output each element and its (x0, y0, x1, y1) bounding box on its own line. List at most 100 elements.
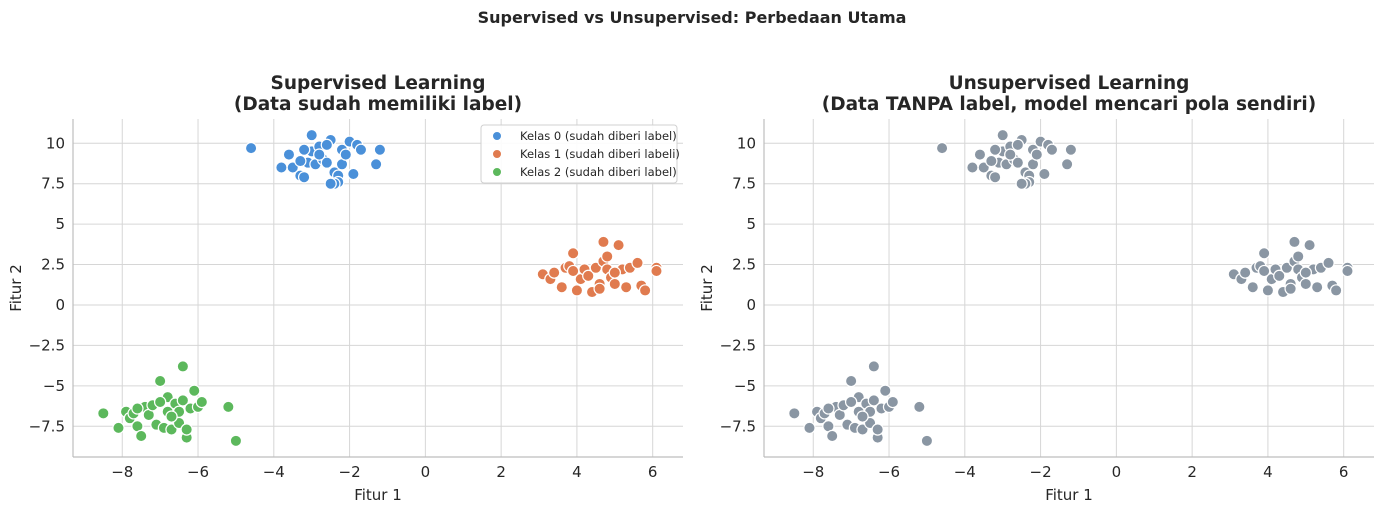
data-point (1011, 156, 1025, 169)
data-point (305, 128, 318, 142)
y-tick-label: −7.5 (29, 417, 65, 435)
legend-label: Kelas 0 (sudah diberi label) (520, 129, 677, 143)
data-point (867, 360, 881, 373)
data-point (153, 374, 167, 388)
x-tick-label: 0 (421, 463, 431, 481)
y-axis-label: Fitur 2 (698, 264, 716, 312)
data-point (601, 250, 614, 263)
data-point (788, 407, 801, 420)
data-point (582, 269, 595, 283)
data-point (935, 141, 949, 155)
data-point (1299, 266, 1313, 279)
x-tick-label: −6 (187, 463, 209, 481)
x-tick-label: −8 (111, 463, 133, 481)
legend: Kelas 0 (sudah diberi label) Kelas 1 (sud… (480, 124, 680, 184)
data-point (996, 128, 1009, 142)
data-point (297, 143, 311, 156)
data-point (867, 394, 881, 407)
x-axis-label: Fitur 1 (354, 486, 402, 504)
data-point (973, 148, 987, 161)
data-point (294, 154, 307, 168)
x-tick-label: 0 (1112, 463, 1122, 481)
data-point (570, 284, 584, 297)
data-point (825, 429, 839, 443)
x-tick-label: −2 (1030, 463, 1052, 481)
legend-marker (492, 131, 502, 141)
x-tick-label: −4 (263, 463, 285, 481)
data-point (650, 264, 663, 278)
data-point (920, 434, 934, 448)
legend-marker (492, 167, 502, 177)
panel-unsupervised: −8 −6 −4 −2 0 2 4 6 −7.5 −5 −2.5 0 2.5 5 7.5 10 Unsuper… (698, 73, 1374, 504)
data-point (988, 171, 1002, 184)
data-point (547, 266, 561, 279)
data-point (608, 277, 622, 291)
y-tick-label: −2.5 (720, 336, 756, 354)
data-point (339, 148, 352, 161)
y-tick-label: −2.5 (29, 336, 65, 354)
data-point (112, 421, 125, 435)
data-point (985, 154, 998, 168)
data-point (1284, 282, 1297, 296)
data-point (1303, 238, 1316, 252)
data-point (1045, 143, 1059, 156)
data-point (1257, 247, 1271, 260)
data-point (354, 143, 368, 156)
plot-area: −8 −6 −4 −2 0 2 4 6 −7.5 −5 −2.5 0 2.5 5 7.5 10 Kelas 0 … (29, 119, 683, 481)
data-point (1329, 284, 1343, 297)
y-tick-label: −5 (43, 377, 65, 395)
data-point (153, 395, 167, 409)
panel-title-line1: Supervised Learning (271, 73, 486, 94)
data-point (844, 395, 858, 409)
data-point (871, 423, 884, 436)
data-point (176, 394, 190, 407)
y-tick-label: 5 (746, 215, 756, 233)
data-point (1238, 266, 1252, 279)
data-point (913, 400, 926, 414)
data-point (282, 148, 296, 161)
x-tick-label: −2 (339, 463, 361, 481)
data-point (1257, 264, 1271, 278)
data-point (347, 167, 360, 181)
x-axis-label: Fitur 1 (1045, 486, 1093, 504)
data-point (244, 141, 258, 155)
data-point (1322, 256, 1335, 270)
data-point (131, 402, 144, 415)
data-point (1064, 143, 1078, 156)
panel-supervised: −8 −6 −4 −2 0 2 4 6 −7.5 −5 −2.5 0 2.5 5 7.5 10 Kelas 0 … (7, 73, 683, 504)
data-point (856, 410, 869, 423)
data-point (988, 143, 1002, 156)
data-point (1030, 148, 1043, 161)
data-point (229, 434, 243, 448)
legend-label: Kelas 1 (sudah diberi labeli) (520, 147, 680, 161)
panel-title-line2: (Data sudah memiliki label) (234, 94, 522, 115)
y-tick-label: 0 (746, 296, 756, 314)
y-tick-label: 2.5 (41, 256, 65, 274)
data-point (1341, 264, 1354, 278)
x-tick-label: 6 (648, 463, 658, 481)
data-point (1015, 177, 1028, 190)
data-point (966, 161, 979, 174)
x-tick-label: −8 (802, 463, 824, 481)
data-point (619, 280, 633, 294)
legend-marker (492, 149, 502, 159)
data-point (165, 410, 178, 423)
x-tick-label: 4 (572, 463, 582, 481)
data-point (222, 400, 235, 414)
y-tick-label: 5 (55, 215, 65, 233)
data-point (886, 395, 900, 409)
data-point (369, 158, 383, 171)
data-point (1038, 167, 1051, 181)
data-point (597, 235, 610, 249)
x-tick-label: 2 (496, 463, 506, 481)
data-point (195, 395, 209, 409)
data-point (1060, 158, 1074, 171)
y-tick-label: −7.5 (720, 417, 756, 435)
data-point (180, 423, 193, 436)
legend-box (480, 124, 678, 184)
data-point (608, 266, 622, 279)
data-point (1299, 277, 1313, 291)
data-point (1246, 280, 1259, 294)
data-point (1261, 284, 1275, 297)
data-point (297, 171, 311, 184)
